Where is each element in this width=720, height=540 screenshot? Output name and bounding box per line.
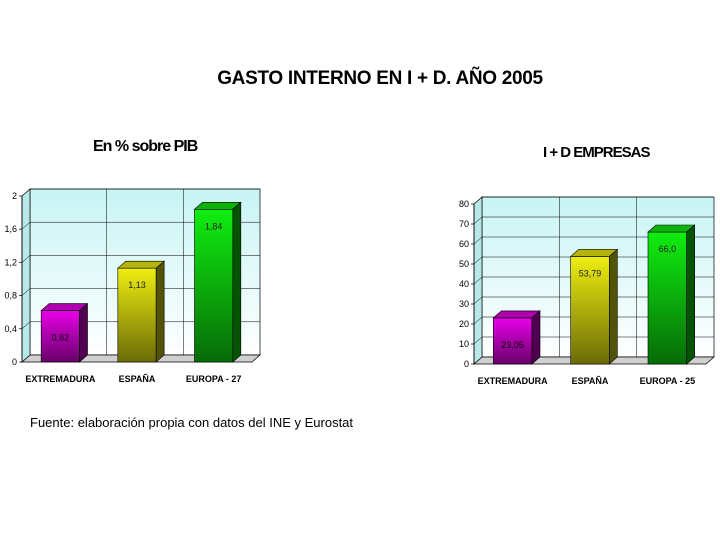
grid-line <box>21 255 31 263</box>
category-label: EXTREMADURA <box>25 374 96 384</box>
bar-side <box>609 248 618 365</box>
data-label: 23,05 <box>501 340 524 350</box>
bar-front <box>570 256 610 365</box>
y-tick-label: 80 <box>459 199 469 209</box>
data-label: 0,62 <box>52 333 70 343</box>
grid-line <box>473 216 483 225</box>
y-tick-label: 10 <box>459 339 469 349</box>
grid-line <box>473 276 483 285</box>
grid-line <box>21 222 31 230</box>
bar-front <box>493 317 533 365</box>
bar-side <box>155 260 165 363</box>
y-tick-label: 0,4 <box>4 324 17 334</box>
y-tick-label: 30 <box>459 299 469 309</box>
grid-line <box>21 321 31 329</box>
grid-line <box>473 236 483 245</box>
category-label: EXTREMADURA <box>478 376 549 386</box>
grid-line <box>473 296 483 305</box>
y-tick-label: 70 <box>459 219 469 229</box>
category-label: EUROPA - 27 <box>186 374 242 384</box>
bar-side <box>686 224 695 365</box>
data-label: 66,0 <box>659 244 677 254</box>
grid-line <box>473 336 483 345</box>
grid-line <box>21 188 31 197</box>
y-tick-label: 1,6 <box>4 224 17 234</box>
data-label: 1,13 <box>128 280 146 290</box>
y-tick-label: 0 <box>12 357 17 367</box>
grid-line <box>473 316 483 325</box>
page-title: GASTO INTERNO EN I + D. AÑO 2005 <box>217 68 543 89</box>
bar-side <box>79 302 88 363</box>
grid-line <box>21 288 31 296</box>
bar-front <box>647 231 687 365</box>
bar-espa-a <box>569 248 619 365</box>
data-label: 53,79 <box>579 268 602 278</box>
chart-title-pib: En % sobre PIB <box>93 138 198 155</box>
y-tick-label: 40 <box>459 279 469 289</box>
y-tick-label: 2 <box>12 191 17 201</box>
y-tick-label: 20 <box>459 319 469 329</box>
bar-side <box>232 201 242 363</box>
y-tick-label: 0 <box>464 359 469 369</box>
category-label: EUROPA - 25 <box>640 376 696 386</box>
chart-title-empresas: I + D EMPRESAS <box>543 144 650 161</box>
grid-line <box>473 256 483 265</box>
category-label: ESPAÑA <box>572 376 609 386</box>
y-tick-label: 0,8 <box>4 291 17 301</box>
grid-line <box>473 196 483 205</box>
bar-europa-27 <box>193 201 242 363</box>
y-tick-label: 50 <box>459 259 469 269</box>
category-label: ESPAÑA <box>119 374 156 384</box>
bar-side <box>531 310 541 365</box>
bar-espa-a <box>117 260 165 363</box>
y-tick-label: 1,2 <box>4 257 17 267</box>
bar-front <box>40 310 80 363</box>
bar-extremadura <box>40 302 89 363</box>
data-label: 1,84 <box>205 221 223 231</box>
bar-europa-25 <box>647 224 696 365</box>
y-tick-label: 60 <box>459 239 469 249</box>
source-note: Fuente: elaboración propia con datos del… <box>30 415 354 430</box>
bar-extremadura <box>492 310 541 365</box>
